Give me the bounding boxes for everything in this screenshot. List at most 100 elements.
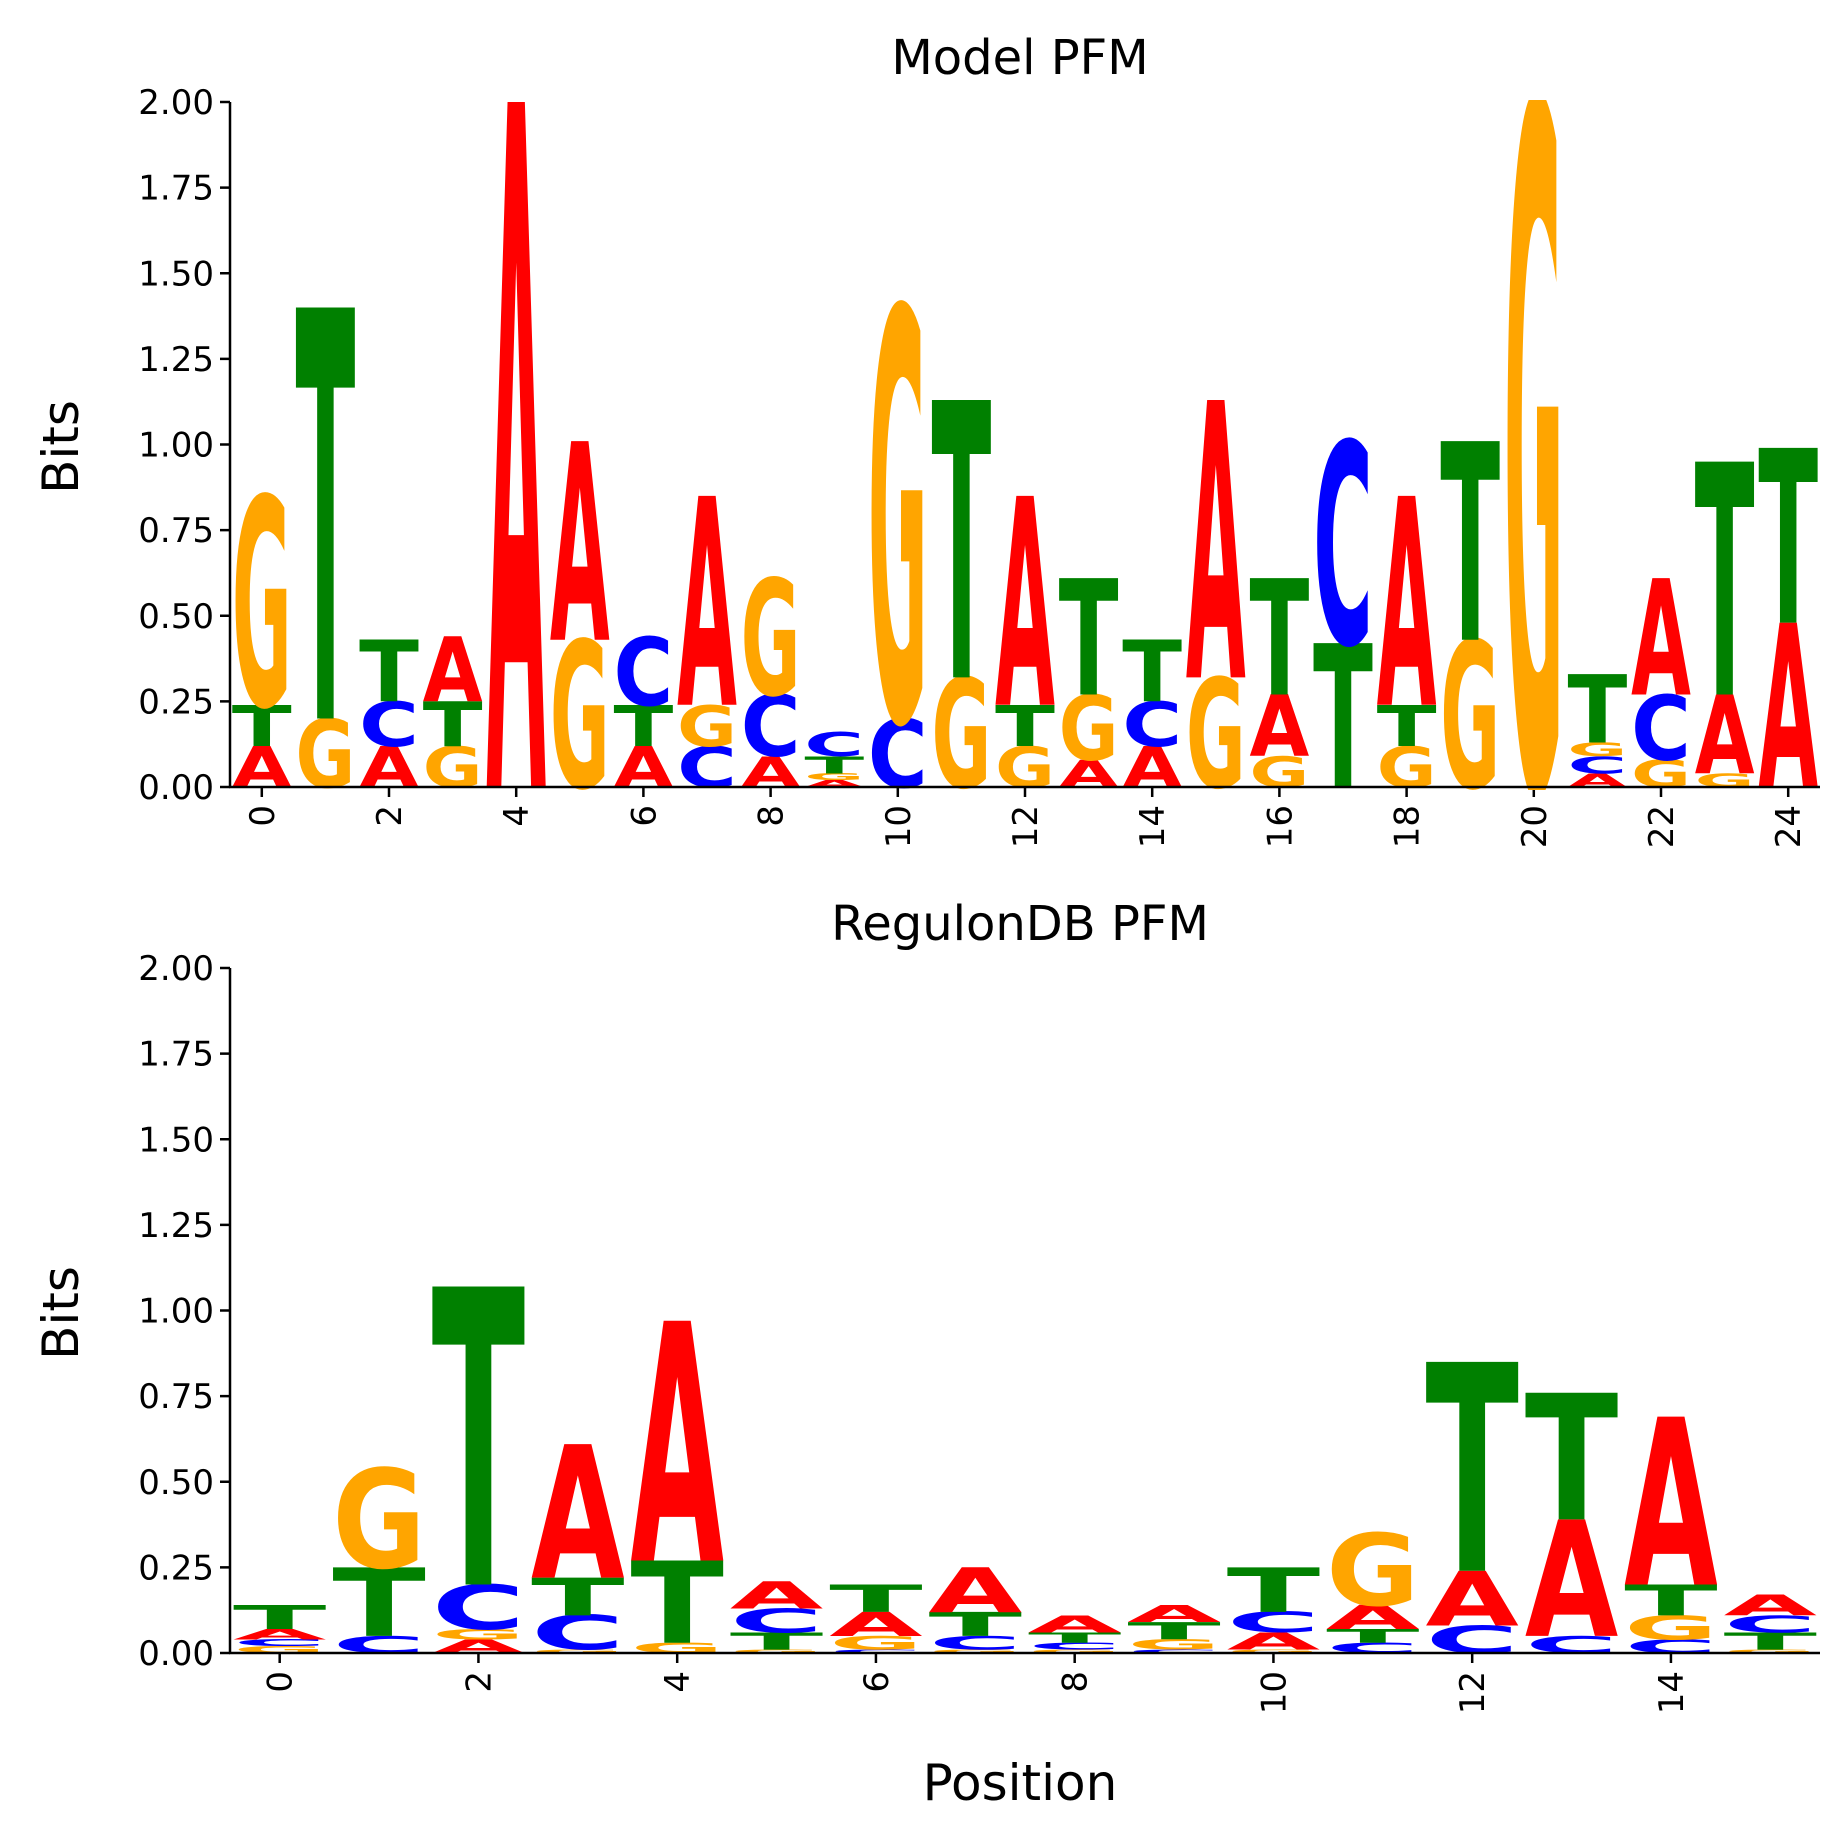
logo-letter-t: T (423, 689, 483, 760)
logo-letter-t: T (730, 1628, 823, 1655)
logo-letter-a: A (423, 619, 483, 723)
logo-letter-g: G (995, 736, 1055, 801)
logo-letter-t: T (1313, 605, 1373, 835)
logo-letter-c: C (868, 699, 928, 809)
logo-letter-g: G (1624, 1609, 1717, 1647)
logo-letter-t: T (1425, 1305, 1518, 1638)
logo-letter-t: T (531, 1568, 625, 1628)
logo-letter-g: G (677, 695, 737, 760)
model-pfm-xticks: 0 2 4 6 8 10 12 14 16 18 20 22 24 (243, 787, 1809, 848)
logo-letter-c: C (804, 725, 864, 764)
logo-letter-c: C (233, 1638, 326, 1649)
regulondb-pfm-panel: RegulonDB PFM Bits Position 0.00 0.25 0.50… (32, 896, 1820, 1812)
logo-letter-c: C (1227, 1606, 1320, 1639)
regulondb-pfm-xtick-label: 2 (459, 1671, 499, 1693)
logo-letter-g: G (332, 1440, 425, 1600)
logo-letter-a: A (1695, 674, 1755, 799)
logo-letter-c: C (1028, 1641, 1121, 1652)
logo-letter-g: G (1695, 770, 1755, 792)
model-pfm-ytick-label: 0.25 (138, 682, 214, 722)
model-pfm-xtick-label: 18 (1388, 805, 1428, 848)
logo-letter-t: T (829, 1577, 922, 1621)
model-pfm-ytick-label: 2.00 (138, 83, 214, 123)
logo-letter-g: G (1377, 736, 1437, 801)
logo-letter-c: C (1631, 678, 1691, 781)
logo-letter-c: C (531, 1606, 624, 1661)
logo-letter-g: G (932, 647, 992, 823)
model-pfm-xtick-label: 20 (1515, 805, 1555, 848)
logo-letter-a: A (531, 1408, 624, 1622)
logo-letter-a: A (1758, 578, 1818, 840)
regulondb-pfm-xtick-label: 10 (1254, 1671, 1294, 1714)
regulondb-pfm-xticks: 0 2 4 6 8 10 12 14 (261, 1653, 1692, 1714)
logo-letter-t: T (1377, 695, 1437, 760)
logo-letter-c: C (741, 678, 801, 777)
logo-letter-a: A (1724, 1589, 1818, 1622)
model-pfm-xtick-label: 2 (370, 805, 410, 827)
model-pfm-xtick-label: 14 (1133, 805, 1173, 848)
model-pfm-ytick-label: 1.75 (138, 169, 214, 209)
logo-letter-a: A (1525, 1489, 1618, 1674)
model-pfm-panel: Model PFM Bits 0.00 0.25 0.50 0.75 1.00 1.25 1… (32, 0, 1820, 1010)
logo-letter-g: G (550, 599, 610, 834)
logo-letter-g: G (929, 1649, 1022, 1654)
logo-letter-a: A (1186, 324, 1246, 768)
logo-letter-t: T (359, 624, 419, 722)
logo-letter-t: T (232, 695, 292, 760)
logo-letter-c: C (1122, 689, 1182, 760)
logo-letter-a: A (804, 778, 864, 789)
logo-letter-a: A (1425, 1556, 1519, 1643)
logo-letter-c: C (1127, 1649, 1220, 1654)
logo-letter-a: A (1028, 1611, 1121, 1639)
regulondb-pfm-ytick-label: 1.25 (138, 1206, 214, 1246)
logo-letter-a: A (929, 1555, 1022, 1627)
logo-letter-c: C (432, 1572, 525, 1644)
logo-letter-t: T (1028, 1630, 1121, 1646)
logo-letter-t: T (1059, 547, 1119, 733)
logo-letter-c: C (1568, 752, 1628, 779)
model-pfm-xtick-label: 22 (1642, 805, 1682, 848)
regulondb-pfm-ytick-label: 0.75 (138, 1377, 214, 1417)
logo-letter-t: T (929, 1606, 1023, 1644)
logo-letter-t: T (1440, 387, 1500, 705)
model-pfm-xtick-label: 16 (1260, 805, 1300, 848)
regulondb-pfm-ylabel: Bits (32, 1266, 90, 1360)
logo-letter-c: C (1425, 1619, 1518, 1663)
regulondb-pfm-xtick-label: 12 (1453, 1671, 1493, 1714)
logo-letter-t: T (1624, 1576, 1717, 1625)
logo-letter-g: G (1186, 647, 1246, 823)
model-pfm-ytick-label: 1.25 (138, 340, 214, 380)
logo-letter-c: C (929, 1632, 1022, 1654)
logo-letter-a: A (741, 748, 801, 798)
logo-letter-c: C (730, 1602, 823, 1640)
regulondb-pfm-xtick-label: 14 (1652, 1671, 1692, 1714)
logo-letter-t: T (932, 326, 992, 768)
logo-letter-a: A (550, 388, 610, 705)
logo-letter-g: G (804, 772, 864, 783)
logo-letter-t: T (1326, 1625, 1420, 1647)
regulondb-pfm-xlabel: Position (923, 1754, 1118, 1812)
logo-letter-c: C (1624, 1636, 1717, 1658)
logo-letter-g: G (829, 1632, 922, 1654)
logo-letter-g: G (1504, 0, 1564, 1010)
logo-letter-a: A (432, 1636, 526, 1658)
logo-letter-c: C (1313, 387, 1373, 710)
logo-letter-a: A (1568, 770, 1628, 792)
logo-letter-c: C (359, 689, 419, 760)
logo-letter-t: T (1525, 1358, 1618, 1560)
logo-letter-g: G (1127, 1637, 1220, 1653)
logo-letter-t: T (233, 1599, 327, 1637)
model-pfm-xtick-label: 4 (497, 805, 537, 827)
logo-letter-a: A (1227, 1628, 1320, 1656)
model-pfm-ytick-label: 0.00 (138, 768, 214, 808)
logo-letter-c: C (1724, 1611, 1817, 1638)
logo-letter-a: A (233, 1626, 327, 1642)
logo-letter-t: T (1250, 547, 1310, 733)
logo-letter-a: A (1250, 679, 1310, 777)
logo-letter-g: G (868, 195, 928, 851)
logo-letter-g: G (730, 1649, 823, 1654)
logo-letter-t: T (1227, 1556, 1320, 1627)
logo-letter-a: A (995, 440, 1055, 773)
